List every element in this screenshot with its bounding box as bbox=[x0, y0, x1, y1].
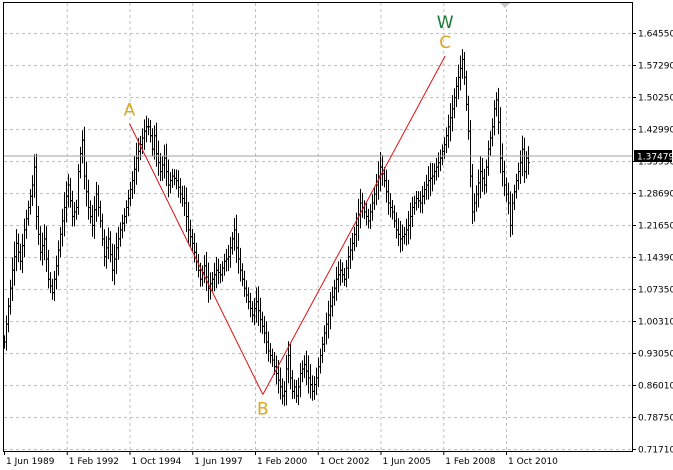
current-price-box bbox=[634, 150, 672, 163]
scroll-marker-icon[interactable] bbox=[500, 3, 510, 8]
price-bars bbox=[3, 49, 632, 407]
x-axis: 1 Jun 1989 1 Feb 1992 1 Oct 1994 1 Jun 1997… bbox=[4, 451, 558, 467]
wave-label-c: C bbox=[439, 33, 451, 53]
x-tick-label: 1 Jun 1989 bbox=[6, 457, 55, 467]
y-tick-label: 0.78750 bbox=[638, 414, 673, 424]
y-tick-label: 1.35950 bbox=[638, 158, 673, 168]
y-tick-label: 1.50250 bbox=[638, 94, 673, 104]
current-price-tag: 1.37479 bbox=[634, 150, 673, 163]
wave-label-b: B bbox=[257, 400, 269, 420]
y-tick-label: 1.64550 bbox=[638, 30, 673, 40]
price-bar bbox=[527, 146, 530, 175]
x-tick-label: 1 Oct 2010 bbox=[508, 457, 558, 467]
y-tick-label: 1.28690 bbox=[638, 190, 673, 200]
x-tick-label: 1 Oct 1994 bbox=[132, 457, 182, 467]
y-tick-label: 1.21650 bbox=[638, 222, 673, 232]
y-tick-label: 0.71710 bbox=[638, 446, 673, 456]
x-tick-label: 1 Feb 1992 bbox=[69, 457, 119, 467]
y-tick-label: 1.00310 bbox=[638, 318, 673, 328]
x-tick-label: 1 Jun 1997 bbox=[194, 457, 242, 467]
y-tick-label: 1.14390 bbox=[638, 254, 673, 264]
y-tick-label: 1.07350 bbox=[638, 286, 673, 296]
wave-degree-label: W bbox=[437, 13, 454, 33]
chart-grid bbox=[4, 3, 632, 451]
wave-lines: A B CW bbox=[124, 13, 454, 420]
y-tick-label: 1.42990 bbox=[638, 126, 673, 136]
wave-segment bbox=[129, 123, 264, 395]
y-tick-label: 1.57290 bbox=[638, 62, 673, 72]
wave-label-a: A bbox=[124, 101, 136, 121]
x-tick-label: 1 Feb 2000 bbox=[257, 457, 308, 467]
y-tick-label: 0.86010 bbox=[638, 382, 673, 392]
x-tick-label: 1 Feb 2008 bbox=[445, 457, 496, 467]
y-tick-label: 0.93050 bbox=[638, 350, 673, 360]
current-price-label: 1.37479 bbox=[637, 153, 673, 163]
x-tick-label: 1 Oct 2002 bbox=[320, 457, 370, 467]
wave-segment bbox=[262, 55, 446, 395]
x-tick-label: 1 Jun 2005 bbox=[383, 457, 431, 467]
y-axis: 1.64550 1.57290 1.50250 1.42990 1.35950 1.286… bbox=[632, 30, 673, 456]
